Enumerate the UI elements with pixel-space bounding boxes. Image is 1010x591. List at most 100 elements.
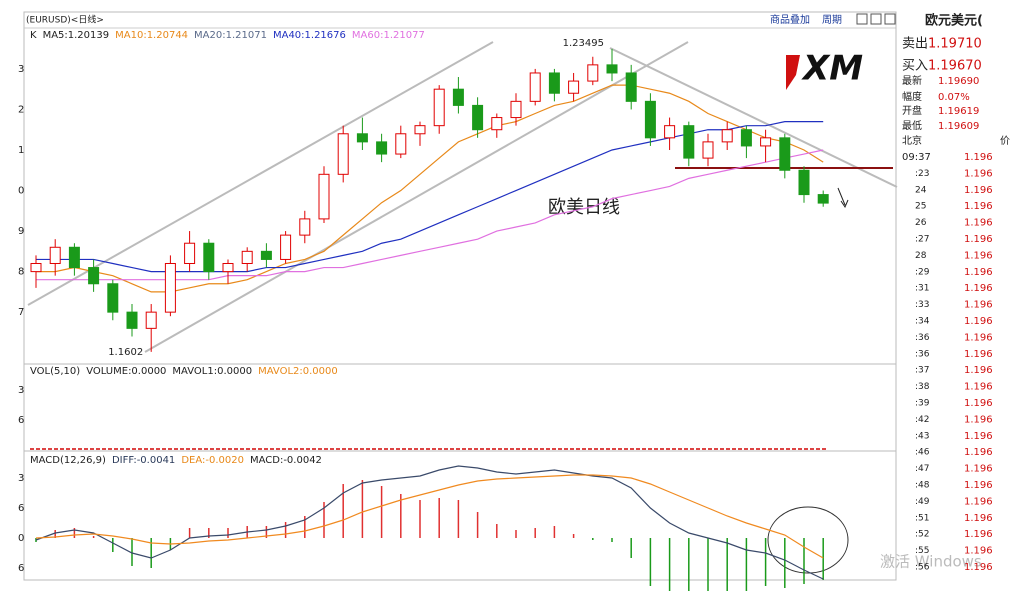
legend-entry: MAVOL1:0.0000 [172, 366, 252, 377]
tick-price: 1.196 [964, 250, 993, 261]
toolbar-icon[interactable] [870, 13, 882, 25]
candle-body [683, 125, 695, 159]
tick-time: 28 [915, 251, 927, 261]
tick-price: 1.196 [964, 332, 993, 343]
y-tick-label: 9 [18, 226, 24, 237]
candle-body [299, 218, 311, 236]
tick-time: 24 [915, 185, 927, 195]
tick-time: 09:37 [902, 152, 931, 163]
tick-price: 1.196 [964, 431, 993, 442]
tick-time: :31 [915, 284, 929, 294]
tick-time: :39 [915, 399, 930, 409]
y-tick-label: 0 [18, 533, 24, 544]
tick-price: 1.196 [964, 168, 993, 179]
candle-body [625, 72, 637, 102]
candle-body [529, 72, 541, 102]
quote-label: 幅度 [902, 90, 922, 103]
quote-value: 1.19670 [928, 59, 982, 74]
candle-body [606, 64, 618, 74]
tick-time: :43 [915, 431, 929, 441]
y-tick-label: 3 [18, 385, 24, 396]
tick-price: 1.196 [964, 185, 993, 196]
candle-body [222, 262, 234, 273]
candle-body [356, 133, 368, 143]
candle-body [260, 250, 272, 260]
tick-time: :49 [915, 497, 930, 507]
candle-body [107, 283, 119, 313]
tick-time: :37 [915, 366, 929, 376]
candle-body [203, 242, 215, 273]
y-tick-label: 2 [18, 104, 24, 115]
tick-price: 1.196 [964, 365, 993, 376]
quote-value: 1.19609 [938, 121, 979, 132]
tick-price: 1.196 [964, 283, 993, 294]
tick-price: 1.196 [964, 300, 993, 311]
quote-label: 最低 [902, 119, 922, 132]
quote-value: 1.19710 [928, 37, 982, 52]
y-tick-label: 3 [18, 64, 24, 75]
candle-body [280, 234, 292, 260]
y-tick-label: 6 [18, 563, 24, 574]
quote-label: 最新 [902, 74, 922, 87]
tick-time: :55 [915, 546, 929, 556]
tick-price: 1.196 [964, 480, 993, 491]
tick-price: 1.196 [964, 546, 993, 557]
tick-time: 25 [915, 202, 926, 212]
xm-logo: XM [780, 40, 886, 98]
legend-entry: VOL(5,10) [30, 366, 80, 377]
candle-body [798, 169, 810, 196]
tick-time: :29 [915, 267, 930, 277]
legend-entry: MACD(12,26,9) [30, 455, 106, 466]
candle-body [184, 242, 196, 264]
tick-price: 1.196 [964, 447, 993, 458]
tick-time: :52 [915, 530, 929, 540]
candle-body [68, 246, 80, 269]
overlay-button[interactable]: 商品叠加 [770, 13, 810, 26]
y-tick-label: 6 [18, 415, 24, 426]
candle-body [318, 173, 330, 220]
tick-time: :36 [915, 349, 930, 359]
arrow [837, 187, 849, 209]
tick-price: 1.196 [964, 496, 993, 507]
candle-body [568, 80, 580, 94]
tick-header: 价 [1000, 135, 1010, 147]
candle-body [145, 311, 157, 329]
legend-entry: MAVOL2:0.0000 [258, 366, 338, 377]
legend-entry: MA60:1.21077 [352, 30, 425, 41]
legend-entry: MACD:-0.0042 [250, 455, 322, 466]
symbol: (EURUSD)<日线> [26, 14, 104, 26]
legend-entry: MA40:1.21676 [273, 30, 346, 41]
candle-body [702, 141, 714, 159]
candle-body [587, 64, 599, 82]
y-tick-label: 0 [18, 186, 24, 197]
candle-body [88, 267, 100, 285]
tick-price: 1.196 [964, 152, 993, 163]
tick-time: :42 [915, 415, 929, 425]
candle-body [779, 137, 791, 171]
candle-body [395, 133, 407, 155]
candle-body [472, 104, 484, 131]
legend-entry: MA5:1.20139 [43, 30, 110, 41]
tick-time: :33 [915, 300, 929, 310]
candle-body [164, 262, 176, 313]
candle-body [376, 141, 388, 155]
candle-body [337, 133, 349, 175]
candle-body [760, 137, 772, 147]
candle-body [491, 117, 503, 131]
toolbar-icon[interactable] [884, 13, 896, 25]
candle-body [126, 311, 138, 329]
legend-entry: K [30, 30, 37, 41]
tick-price: 1.196 [964, 529, 993, 540]
toolbar-icon[interactable] [856, 13, 868, 25]
quote-label: 买入 [902, 59, 928, 74]
tick-price: 1.196 [964, 349, 993, 360]
tick-time: :48 [915, 481, 930, 491]
tick-price: 1.196 [964, 234, 993, 245]
tick-price: 1.196 [964, 382, 993, 393]
tick-price: 1.196 [964, 562, 993, 573]
y-tick-label: 6 [18, 503, 24, 514]
period-button[interactable]: 周期 [822, 14, 842, 26]
candle-body [644, 100, 656, 139]
